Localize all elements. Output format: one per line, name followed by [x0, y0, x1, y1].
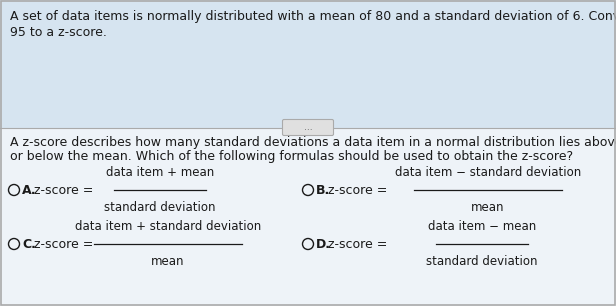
- Text: z-score =: z-score =: [328, 237, 387, 251]
- Text: data item − standard deviation: data item − standard deviation: [395, 166, 581, 179]
- Text: A z-score describes how many standard deviations a data item in a normal distrib: A z-score describes how many standard de…: [10, 136, 616, 149]
- Text: C.: C.: [22, 237, 36, 251]
- Text: z-score =: z-score =: [34, 184, 94, 196]
- Text: ...: ...: [304, 123, 312, 132]
- Text: data item + standard deviation: data item + standard deviation: [75, 220, 261, 233]
- Text: mean: mean: [471, 201, 505, 214]
- Text: z-score =: z-score =: [328, 184, 387, 196]
- Text: B.: B.: [316, 184, 330, 196]
- Text: 95 to a z-score.: 95 to a z-score.: [10, 26, 107, 39]
- Bar: [0, 0, 616, 128]
- Text: standard deviation: standard deviation: [104, 201, 216, 214]
- Text: or below the mean. Which of the following formulas should be used to obtain the : or below the mean. Which of the followin…: [10, 150, 573, 163]
- Text: data item + mean: data item + mean: [106, 166, 214, 179]
- Bar: [0, 128, 616, 306]
- Text: A set of data items is normally distributed with a mean of 80 and a standard dev: A set of data items is normally distribu…: [10, 10, 616, 23]
- Text: D.: D.: [316, 237, 331, 251]
- Text: standard deviation: standard deviation: [426, 255, 538, 268]
- Text: mean: mean: [152, 255, 185, 268]
- Text: z-score =: z-score =: [34, 237, 94, 251]
- Text: data item − mean: data item − mean: [428, 220, 536, 233]
- Text: A.: A.: [22, 184, 36, 196]
- FancyBboxPatch shape: [283, 120, 333, 136]
